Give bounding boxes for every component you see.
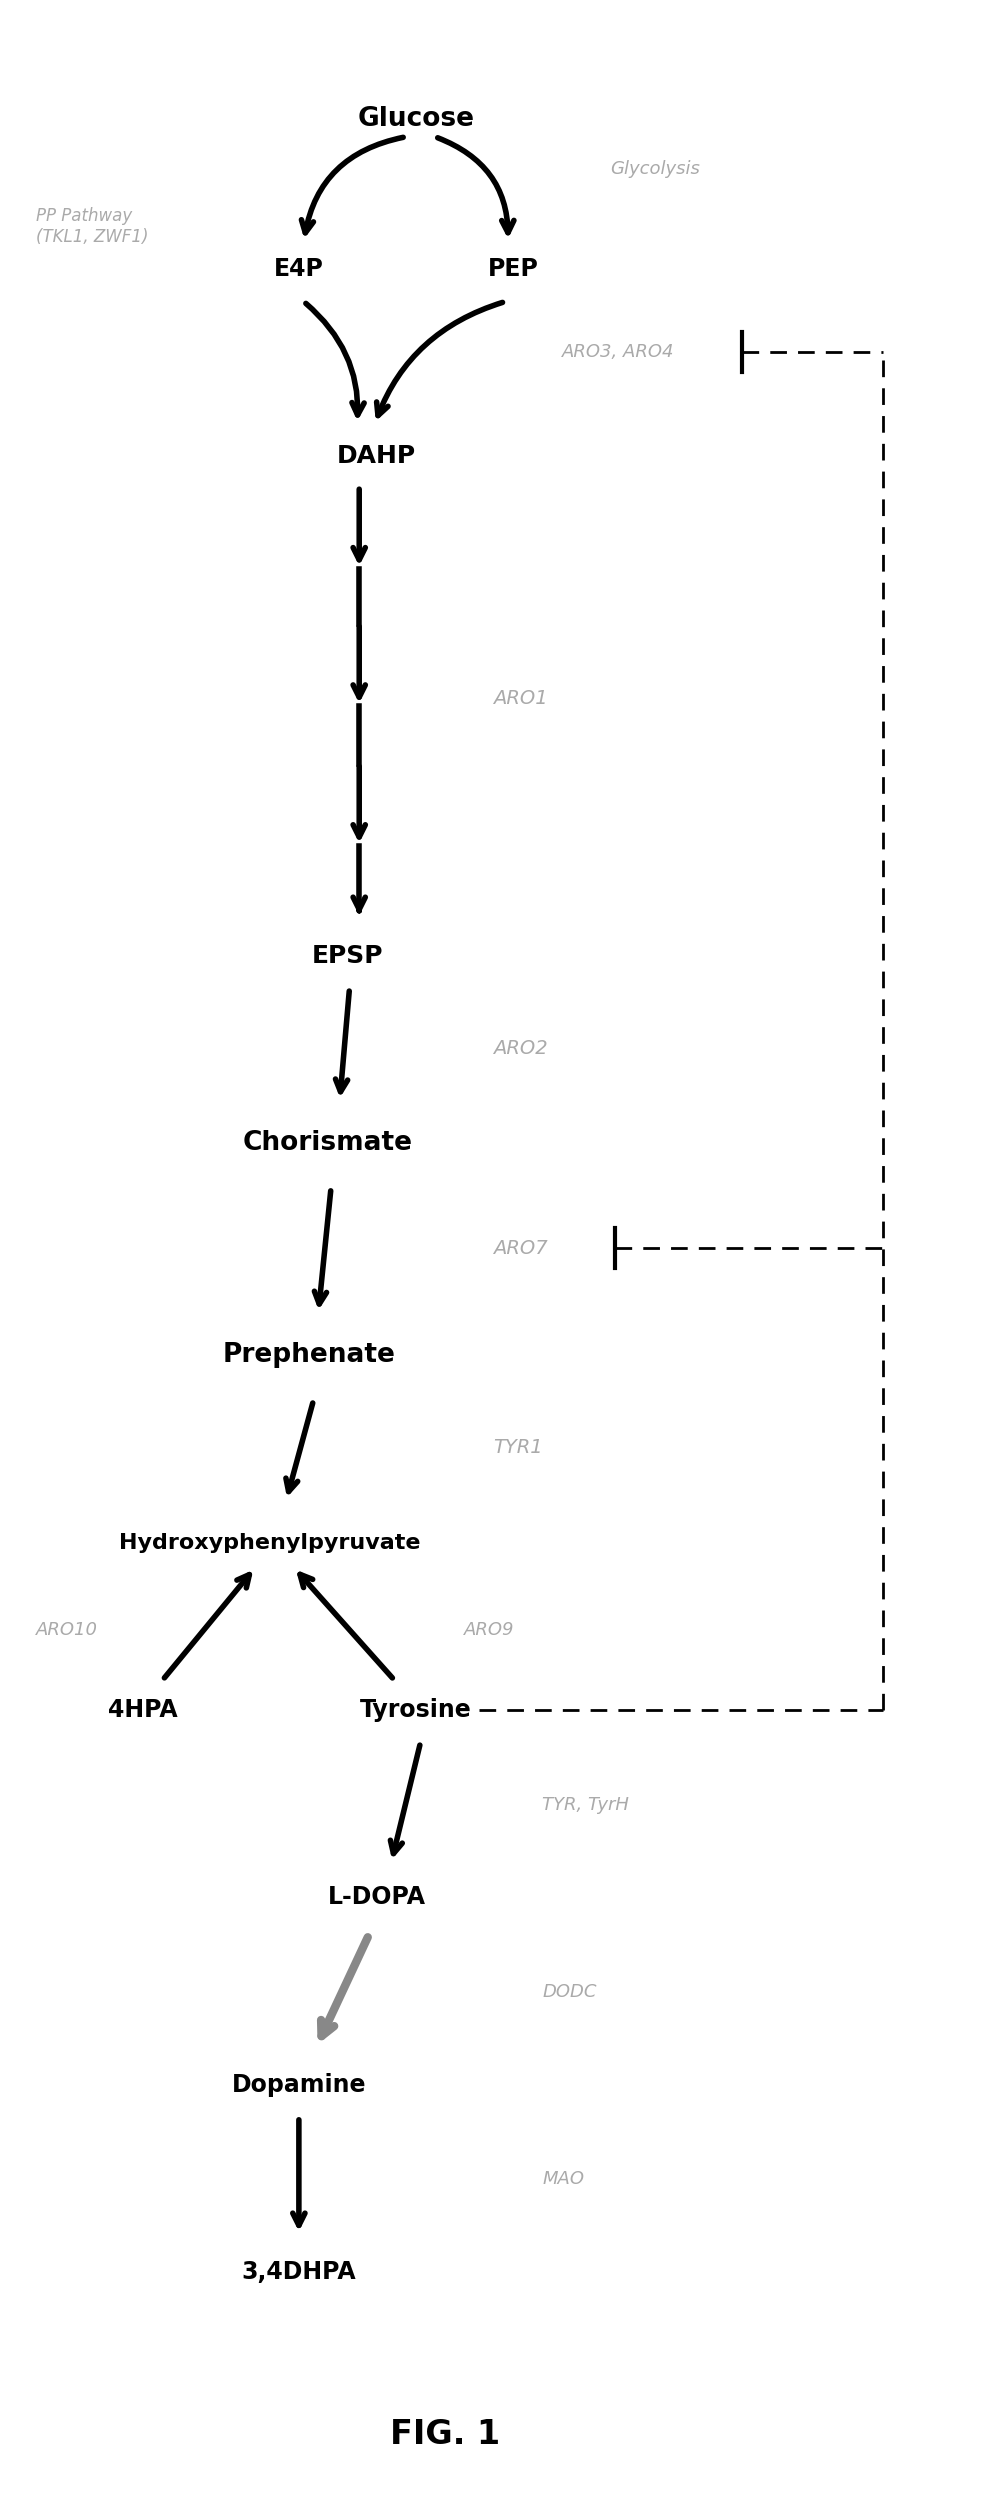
Text: Dopamine: Dopamine: [232, 2072, 366, 2097]
Text: MAO: MAO: [541, 2170, 584, 2190]
Text: EPSP: EPSP: [312, 944, 383, 967]
Text: DODC: DODC: [541, 1984, 597, 2001]
Text: TYR1: TYR1: [493, 1439, 542, 1456]
Text: E4P: E4P: [274, 256, 323, 281]
Text: Glucose: Glucose: [357, 105, 473, 133]
Text: ARO10: ARO10: [36, 1622, 98, 1640]
Text: 4HPA: 4HPA: [108, 1697, 177, 1723]
Text: FIG. 1: FIG. 1: [389, 2418, 499, 2451]
Text: ARO3, ARO4: ARO3, ARO4: [561, 341, 673, 362]
Text: TYR, TyrH: TYR, TyrH: [541, 1795, 628, 1813]
Text: DAHP: DAHP: [337, 444, 416, 470]
Text: 3,4DHPA: 3,4DHPA: [242, 2260, 356, 2285]
Text: ARO2: ARO2: [493, 1040, 547, 1057]
Text: Hydroxyphenylpyruvate: Hydroxyphenylpyruvate: [119, 1532, 420, 1552]
Text: PEP: PEP: [487, 256, 537, 281]
Text: Tyrosine: Tyrosine: [360, 1697, 471, 1723]
Text: ARO9: ARO9: [463, 1622, 515, 1640]
Text: Prephenate: Prephenate: [222, 1343, 394, 1368]
Text: L-DOPA: L-DOPA: [327, 1886, 425, 1908]
Text: ARO7: ARO7: [493, 1238, 547, 1258]
Text: PP Pathway
(TKL1, ZWF1): PP Pathway (TKL1, ZWF1): [36, 208, 149, 246]
Text: ARO1: ARO1: [493, 688, 547, 708]
Text: Chorismate: Chorismate: [243, 1130, 413, 1155]
Text: Glycolysis: Glycolysis: [609, 161, 699, 178]
